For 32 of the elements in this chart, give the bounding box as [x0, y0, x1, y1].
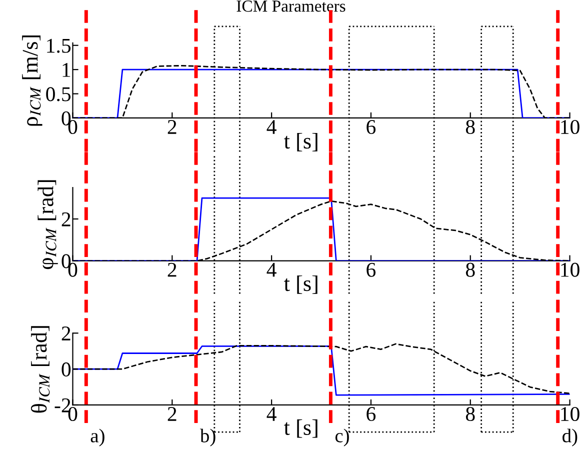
ref-line-label: c)	[335, 428, 349, 446]
x-tick-label: 2	[168, 407, 176, 421]
y-tick-label: 2	[62, 212, 70, 226]
x-tick-label: 8	[466, 120, 475, 134]
x-tick-label: 10	[561, 120, 580, 134]
x-tick-label: 4	[266, 120, 276, 134]
y-axis-title: ρ$_{ICM}$ [m/s]	[22, 35, 42, 126]
y-tick-label: 0	[62, 362, 71, 376]
x-tick-label: 6	[366, 120, 376, 134]
x-axis-title: t [s]	[284, 275, 318, 294]
y-tick-label: 1	[62, 63, 70, 77]
y-axis-title: φ$_{ICM}$ [rad]	[38, 180, 58, 270]
x-tick-label: 8	[466, 262, 475, 277]
ref-line-label: a)	[90, 428, 104, 446]
x-axis-title: t [s]	[284, 132, 318, 152]
y-tick-label: 0.5	[46, 87, 71, 102]
x-axis-title: t [s]	[284, 419, 318, 438]
ref-line-label: d)	[562, 428, 578, 446]
x-tick-label: 4	[266, 407, 276, 421]
x-tick-label: 2	[168, 120, 176, 134]
x-tick-label: 8	[466, 406, 475, 422]
x-tick-label: 10	[561, 262, 580, 277]
x-tick-label: 2	[168, 262, 176, 277]
y-tick-label: 1.5	[47, 38, 71, 53]
x-tick-label: 10	[561, 406, 580, 422]
x-tick-label: 4	[266, 262, 276, 277]
y-axis-title: θ$_{ICM}$ [rad]	[30, 326, 50, 413]
chart-title: ICM Parameters	[236, 0, 346, 12]
y-tick-label: 2	[62, 326, 70, 340]
x-tick-label: 6	[366, 262, 376, 277]
ref-line-label: b)	[200, 428, 216, 446]
x-tick-label: 6	[366, 407, 376, 422]
